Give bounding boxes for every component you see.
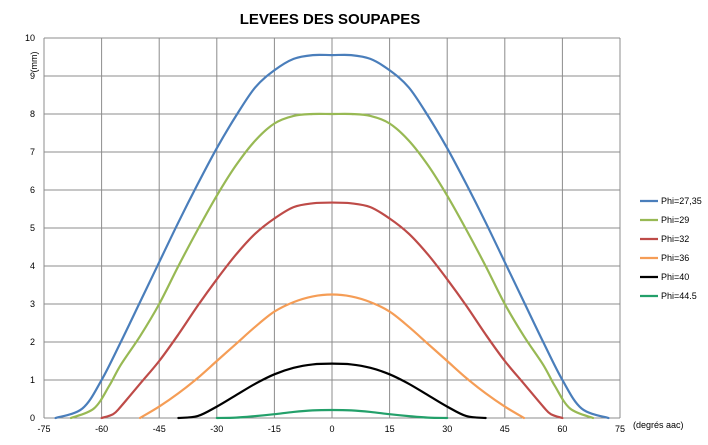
x-tick-label: 45 bbox=[500, 424, 510, 434]
legend-label: Phi=44.5 bbox=[661, 291, 697, 301]
x-tick-label: -30 bbox=[210, 424, 223, 434]
legend-label: Phi=32 bbox=[661, 234, 689, 244]
series-line-5 bbox=[177, 362, 487, 420]
x-tick-label: 30 bbox=[442, 424, 452, 434]
y-tick-label: 1 bbox=[30, 375, 35, 385]
y-tick-label: 2 bbox=[30, 337, 35, 347]
legend: Phi=27,35 Phi=29 Phi=32 Phi=36 Phi=40 Phi=44.… bbox=[640, 196, 702, 301]
x-tick-label: -60 bbox=[95, 424, 108, 434]
y-tick-label: 8 bbox=[30, 109, 35, 119]
series-line-6 bbox=[215, 408, 449, 420]
y-tick-label: 6 bbox=[30, 185, 35, 195]
y-tick-label: 0 bbox=[30, 413, 35, 423]
series-line-1 bbox=[54, 53, 610, 420]
x-tick-label: -15 bbox=[268, 424, 281, 434]
y-tick-label: 7 bbox=[30, 147, 35, 157]
legend-label: Phi=36 bbox=[661, 253, 689, 263]
series-line-2 bbox=[69, 112, 595, 420]
y-tick-label: 4 bbox=[30, 261, 35, 271]
y-tick-label: 10 bbox=[25, 33, 35, 43]
grid bbox=[43, 37, 621, 419]
y-tick-label: 3 bbox=[30, 299, 35, 309]
legend-label: Phi=29 bbox=[661, 215, 689, 225]
x-axis-label: (degrés aac) bbox=[633, 420, 684, 430]
y-axis-label: (mm) bbox=[29, 52, 39, 73]
x-tick-label: 75 bbox=[615, 424, 625, 434]
x-tick-label: 60 bbox=[557, 424, 567, 434]
y-tick-label: 5 bbox=[30, 223, 35, 233]
series-lines bbox=[54, 53, 610, 420]
x-tick-label: -45 bbox=[153, 424, 166, 434]
chart-title: LEVEES DES SOUPAPES bbox=[240, 11, 421, 28]
x-tick-label: 0 bbox=[329, 424, 334, 434]
legend-label: Phi=40 bbox=[661, 272, 689, 282]
legend-label: Phi=27,35 bbox=[661, 196, 702, 206]
x-tick-label: 15 bbox=[385, 424, 395, 434]
y-tick-label: 9 bbox=[30, 71, 35, 81]
x-tick-labels: -75 -60 -45 -30 -15 0 15 30 45 60 75 bbox=[37, 424, 625, 434]
series-line-3 bbox=[100, 201, 564, 420]
series-line-4 bbox=[138, 293, 526, 420]
x-tick-label: -75 bbox=[37, 424, 50, 434]
y-tick-labels: 0 1 2 3 4 5 6 7 8 9 10 bbox=[25, 33, 35, 423]
